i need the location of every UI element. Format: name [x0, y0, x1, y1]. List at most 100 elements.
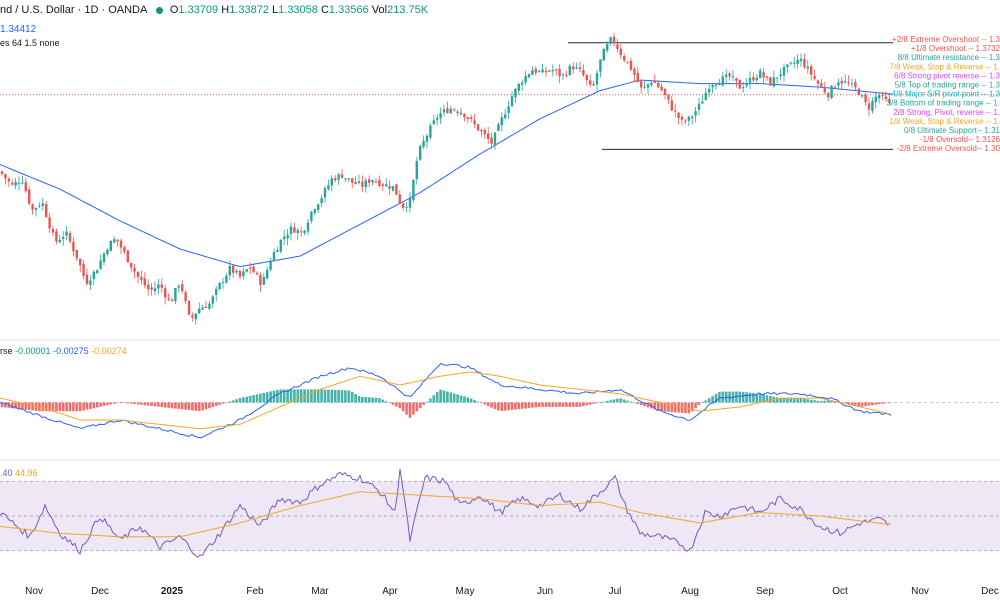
symbol-title[interactable]: nd / U.S. Dollar · 1D · OANDA: [0, 4, 147, 16]
candle[interactable]: [289, 222, 293, 241]
candle[interactable]: [425, 133, 429, 149]
candle[interactable]: [140, 270, 143, 285]
candle[interactable]: [218, 282, 221, 291]
candle[interactable]: [266, 266, 269, 281]
candle[interactable]: [667, 94, 670, 104]
moving-average-line[interactable]: [0, 79, 893, 268]
candle[interactable]: [810, 63, 813, 81]
candle[interactable]: [514, 87, 517, 104]
candle[interactable]: [272, 248, 276, 262]
candle[interactable]: [436, 113, 439, 126]
candle[interactable]: [269, 257, 272, 272]
candle[interactable]: [470, 114, 473, 123]
candle[interactable]: [459, 107, 463, 116]
candle[interactable]: [198, 302, 201, 315]
candle[interactable]: [857, 87, 860, 96]
candle[interactable]: [113, 236, 116, 244]
candle[interactable]: [14, 177, 17, 190]
candle[interactable]: [585, 74, 588, 86]
candle[interactable]: [235, 268, 238, 275]
candle[interactable]: [65, 226, 68, 241]
candle[interactable]: [782, 63, 786, 82]
candle[interactable]: [769, 76, 772, 87]
candle[interactable]: [820, 78, 823, 87]
candle[interactable]: [300, 226, 303, 238]
candle[interactable]: [650, 81, 653, 88]
candle[interactable]: [293, 222, 296, 234]
candle[interactable]: [796, 54, 799, 69]
candle[interactable]: [847, 75, 850, 87]
candle[interactable]: [249, 262, 252, 275]
candle[interactable]: [701, 94, 704, 104]
candle[interactable]: [480, 128, 483, 137]
candle[interactable]: [160, 278, 163, 293]
candle[interactable]: [38, 202, 41, 209]
candle[interactable]: [439, 107, 442, 124]
candle[interactable]: [167, 293, 170, 301]
candle[interactable]: [721, 71, 724, 87]
candle[interactable]: [616, 39, 619, 53]
candle[interactable]: [538, 69, 541, 73]
candle[interactable]: [170, 297, 174, 302]
candle[interactable]: [830, 85, 833, 100]
candle[interactable]: [395, 184, 398, 195]
candle[interactable]: [123, 245, 126, 255]
candle[interactable]: [487, 127, 490, 144]
candle[interactable]: [62, 231, 65, 246]
candle[interactable]: [476, 123, 480, 132]
candle[interactable]: [823, 81, 826, 95]
candle[interactable]: [799, 53, 803, 67]
candle[interactable]: [592, 81, 595, 87]
candle[interactable]: [674, 103, 677, 118]
candle[interactable]: [398, 190, 401, 205]
candle[interactable]: [55, 228, 58, 245]
candle[interactable]: [660, 83, 663, 92]
candle[interactable]: [313, 208, 316, 216]
candle[interactable]: [153, 281, 157, 296]
candle[interactable]: [680, 114, 684, 126]
candle[interactable]: [429, 123, 432, 140]
candle[interactable]: [646, 83, 650, 94]
candle[interactable]: [310, 210, 313, 224]
candle[interactable]: [109, 239, 112, 252]
rsi-line[interactable]: [0, 468, 891, 558]
candle[interactable]: [687, 115, 690, 127]
candle[interactable]: [878, 92, 881, 104]
candle[interactable]: [609, 36, 612, 46]
candle[interactable]: [531, 66, 534, 75]
candle[interactable]: [412, 178, 415, 203]
macd-signal-line[interactable]: [0, 371, 892, 430]
candle[interactable]: [306, 219, 310, 236]
candle[interactable]: [599, 59, 602, 78]
candle[interactable]: [745, 78, 748, 88]
candle[interactable]: [4, 173, 7, 185]
candle[interactable]: [11, 179, 14, 187]
candle[interactable]: [242, 267, 245, 280]
candle[interactable]: [184, 289, 187, 305]
candle[interactable]: [34, 207, 38, 217]
candle[interactable]: [565, 70, 568, 78]
candle[interactable]: [657, 81, 660, 89]
candle[interactable]: [854, 78, 857, 92]
candle[interactable]: [881, 91, 884, 100]
candle[interactable]: [442, 104, 446, 117]
candle[interactable]: [48, 212, 51, 233]
candle[interactable]: [374, 177, 378, 184]
candle[interactable]: [334, 175, 337, 182]
candle[interactable]: [85, 268, 89, 286]
candle[interactable]: [568, 63, 571, 77]
candle[interactable]: [194, 313, 197, 325]
candle[interactable]: [708, 83, 711, 97]
candle[interactable]: [351, 178, 354, 189]
candle[interactable]: [17, 176, 21, 191]
candle[interactable]: [521, 79, 524, 91]
candle[interactable]: [806, 59, 809, 74]
candle[interactable]: [215, 286, 218, 302]
candle[interactable]: [677, 111, 680, 125]
candle[interactable]: [238, 269, 242, 280]
candle[interactable]: [589, 74, 592, 88]
candle[interactable]: [79, 258, 82, 273]
candle[interactable]: [245, 268, 248, 273]
candle[interactable]: [653, 74, 656, 83]
candle[interactable]: [742, 81, 745, 93]
